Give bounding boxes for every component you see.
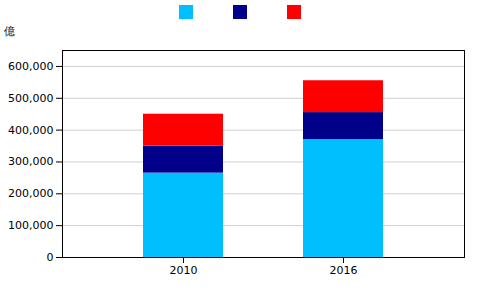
svg-text:300,000: 300,000 (8, 155, 54, 168)
svg-text:億: 億 (4, 25, 15, 38)
svg-text:600,000: 600,000 (8, 60, 54, 73)
svg-text:2010: 2010 (170, 264, 198, 277)
svg-text:400,000: 400,000 (8, 124, 54, 137)
svg-text:200,000: 200,000 (8, 187, 54, 200)
svg-text:2016: 2016 (330, 264, 358, 277)
svg-text:0: 0 (47, 251, 54, 264)
svg-text:500,000: 500,000 (8, 92, 54, 105)
svg-text:100,000: 100,000 (8, 219, 54, 232)
